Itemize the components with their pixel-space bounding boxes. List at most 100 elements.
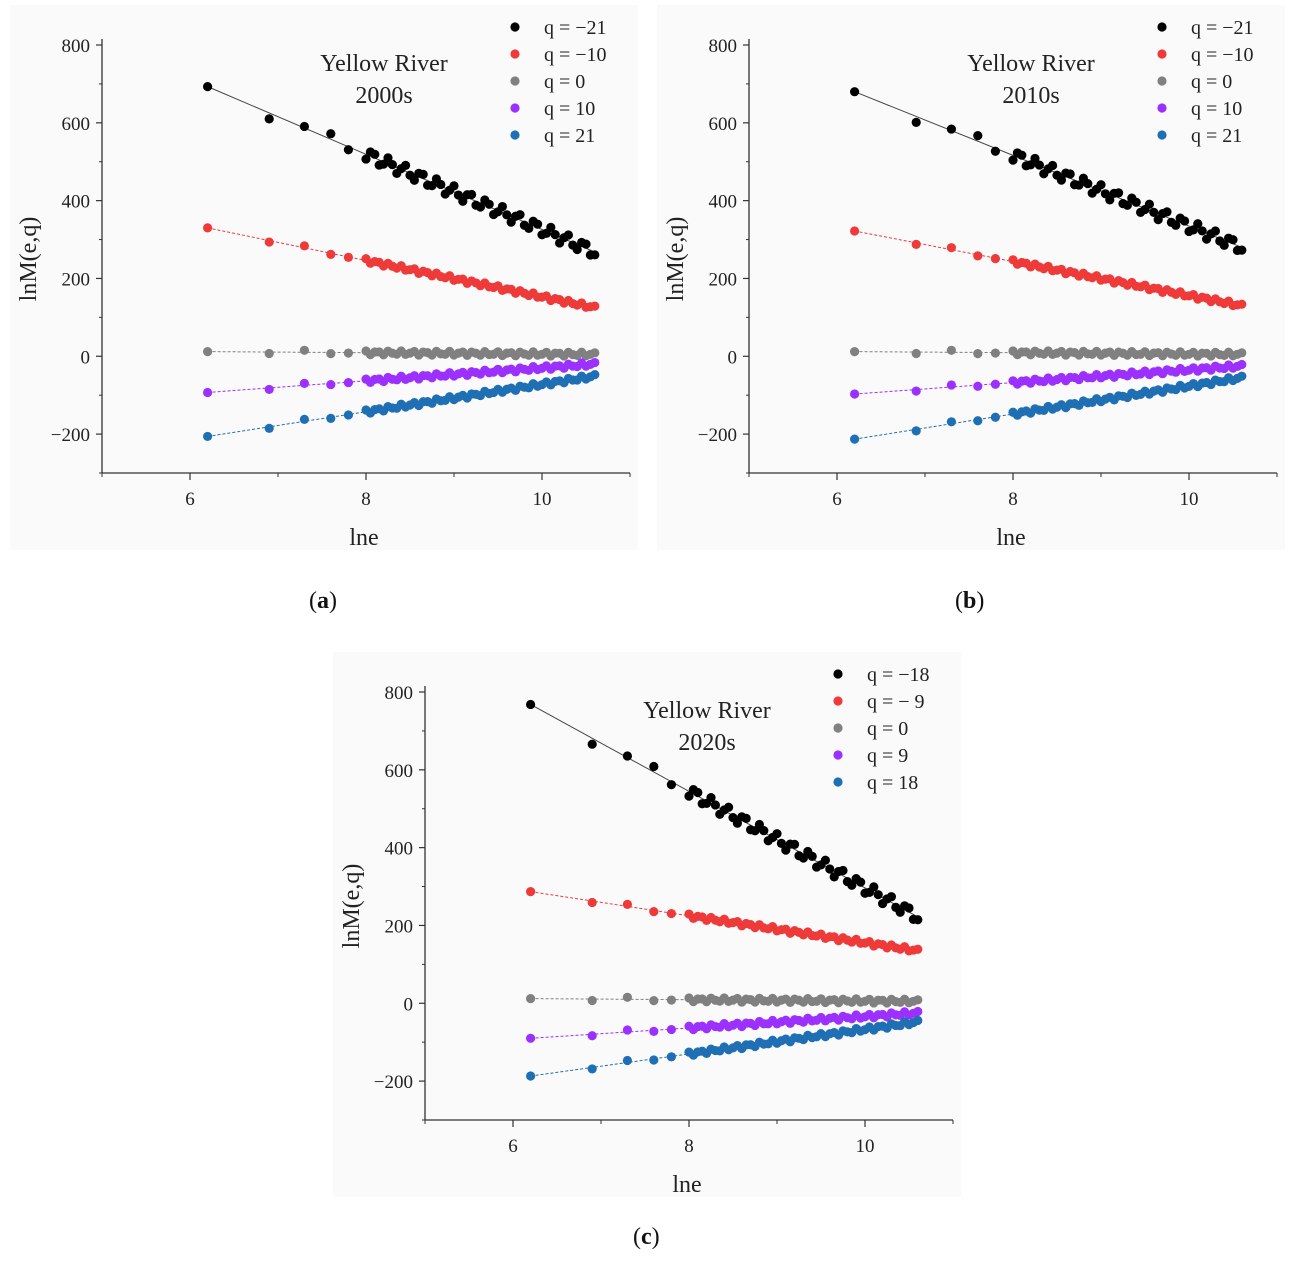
- data-point: [343, 252, 353, 262]
- data-point: [911, 426, 921, 436]
- data-point: [1131, 197, 1141, 207]
- data-point: [622, 992, 632, 1002]
- data-point: [1237, 245, 1247, 255]
- legend-label: q = 21: [1191, 125, 1242, 147]
- data-point: [666, 1024, 676, 1035]
- legend-marker: [1157, 103, 1167, 113]
- data-point: [401, 160, 411, 170]
- data-point: [706, 793, 716, 803]
- data-point: [590, 348, 600, 358]
- legend-label: q = −18: [867, 664, 930, 686]
- legend-marker: [510, 49, 520, 59]
- data-point: [1237, 299, 1247, 309]
- data-point: [911, 348, 921, 359]
- x-tick-label: 6: [832, 489, 842, 510]
- y-tick-label: 200: [62, 269, 91, 290]
- legend-label: q = 0: [1191, 71, 1232, 93]
- data-point: [563, 230, 574, 240]
- data-point: [1171, 220, 1181, 230]
- caption-a: (a): [309, 588, 337, 614]
- data-point: [581, 239, 591, 249]
- y-tick-label: 800: [709, 36, 738, 57]
- legend-marker: [510, 130, 520, 140]
- data-point: [666, 780, 676, 790]
- data-point: [264, 423, 274, 433]
- data-point: [911, 239, 921, 249]
- y-tick-label: −200: [374, 1072, 413, 1093]
- data-point: [1074, 180, 1084, 190]
- x-tick-label: 6: [508, 1136, 518, 1157]
- data-point: [710, 800, 720, 810]
- y-tick-label: 800: [385, 683, 414, 704]
- data-point: [387, 160, 397, 170]
- data-point: [973, 381, 983, 391]
- data-point: [990, 412, 1000, 422]
- data-point: [946, 243, 956, 253]
- data-point: [572, 244, 582, 255]
- y-tick-label: 400: [62, 192, 91, 213]
- y-tick-label: 800: [62, 36, 91, 57]
- caption-b: (b): [955, 588, 985, 614]
- x-tick-label: 8: [1008, 489, 1018, 510]
- data-point: [449, 181, 459, 191]
- data-point: [467, 189, 477, 200]
- data-point: [895, 907, 905, 917]
- data-point: [825, 864, 835, 874]
- data-point: [1237, 371, 1247, 381]
- data-point: [873, 890, 883, 900]
- y-tick-label: 0: [81, 347, 91, 368]
- data-point: [911, 117, 921, 128]
- data-point: [299, 414, 309, 424]
- y-tick-label: 600: [385, 761, 414, 782]
- data-point: [299, 345, 309, 355]
- data-point: [1219, 240, 1229, 250]
- data-point: [649, 1026, 659, 1037]
- data-point: [343, 410, 353, 420]
- chart-panel-c: −200 0 200 400 600 800 6 8 10 lne lnM(e,q) Yellow R…: [333, 652, 961, 1198]
- legend-marker: [510, 76, 520, 86]
- legend-label: q = 0: [544, 71, 585, 93]
- caption-c: (c): [633, 1224, 660, 1250]
- data-point: [264, 237, 274, 247]
- data-point: [946, 124, 956, 134]
- data-point: [326, 413, 336, 423]
- data-point: [326, 349, 336, 359]
- legend-marker: [1157, 49, 1167, 59]
- data-point: [1105, 195, 1115, 205]
- data-point: [526, 699, 536, 710]
- data-point: [850, 389, 860, 399]
- data-point: [973, 416, 983, 426]
- data-point: [973, 349, 983, 359]
- data-point: [724, 802, 734, 812]
- data-point: [850, 347, 860, 357]
- data-point: [946, 345, 956, 355]
- data-point: [203, 223, 213, 233]
- data-point: [622, 899, 632, 910]
- data-point: [622, 751, 632, 761]
- data-point: [590, 301, 600, 311]
- data-point: [684, 791, 694, 801]
- legend-label: q = 0: [867, 718, 908, 740]
- data-point: [343, 377, 353, 388]
- data-point: [590, 370, 600, 380]
- chart-title: Yellow River: [967, 51, 1095, 77]
- data-point: [790, 839, 800, 849]
- legend-label: q = 9: [867, 745, 908, 767]
- data-point: [820, 855, 830, 865]
- data-point: [1114, 188, 1124, 198]
- data-point: [946, 417, 956, 427]
- data-point: [1096, 180, 1106, 190]
- data-point: [1162, 207, 1172, 217]
- data-point: [299, 378, 309, 388]
- data-point: [436, 179, 446, 190]
- legend-label: q = 10: [1191, 98, 1242, 120]
- legend-marker: [1157, 22, 1167, 32]
- y-tick-label: −200: [698, 425, 737, 446]
- data-point: [772, 829, 782, 839]
- data-point: [741, 813, 751, 823]
- data-point: [203, 82, 213, 92]
- data-point: [203, 431, 213, 442]
- data-point: [649, 1055, 659, 1065]
- y-tick-label: 200: [709, 269, 738, 290]
- data-point: [913, 915, 923, 925]
